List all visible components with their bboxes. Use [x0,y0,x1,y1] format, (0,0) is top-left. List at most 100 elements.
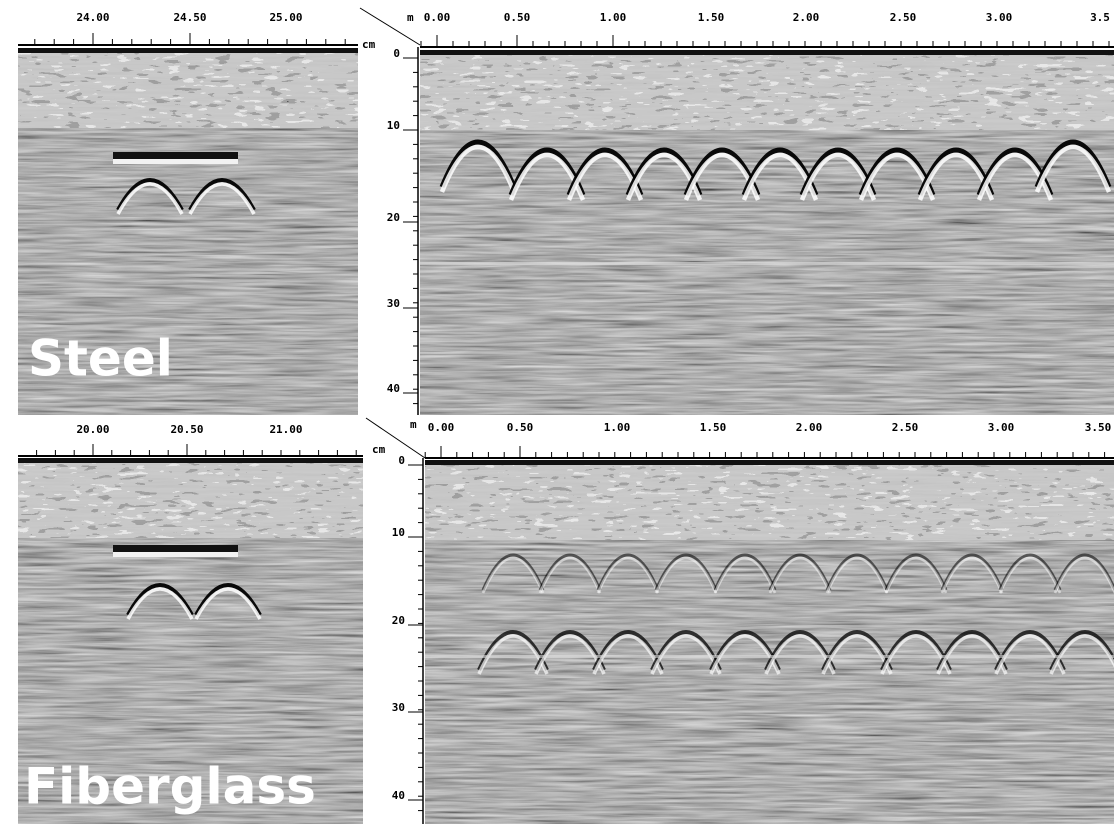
reflection-dark [439,139,517,188]
reflection-light [1053,556,1114,594]
y-tick-label: 40 [392,789,405,802]
x-tick-label: 0.50 [504,11,531,24]
y-tick-label: 40 [387,382,400,395]
reflection-light [538,556,602,594]
reflection-dark [768,553,832,591]
reflection-light [194,587,262,620]
y-tick-label: 0 [398,454,405,467]
x-tick-label: 21.00 [269,423,302,436]
x-tick-label: 2.00 [793,11,820,24]
x-tick-label: 24.00 [76,11,109,24]
radargram [18,48,358,415]
reflection-dark [825,553,889,591]
surface-line [420,50,1114,55]
reflection-dark [566,147,644,196]
reflection-light [940,556,1004,594]
reflection-dark [538,553,602,591]
reflection-dark [940,553,1004,591]
y-tick-label: 20 [387,211,400,224]
reflection-light [650,634,722,675]
reflection-light [116,182,184,215]
y-tick-label: 0 [393,47,400,60]
reflection-light [936,634,1008,675]
reflection-light [188,182,256,215]
reflection-dark [654,553,718,591]
surface-line [18,48,358,53]
x-tick-label: 3.00 [986,11,1013,24]
surface-line [18,458,363,463]
surface-line [425,460,1114,465]
reflection-light [825,556,889,594]
reflection-light [534,634,606,675]
x-tick-label: 1.50 [698,11,725,24]
reflection-light [998,556,1062,594]
unit-label: m [410,418,417,431]
unit-label: cm [372,443,386,456]
x-tick-label: 2.00 [796,421,823,434]
reflection-light [654,556,718,594]
unit-label: m [407,11,414,24]
reflection-dark [116,178,184,211]
material-label: Fiberglass [24,758,316,816]
x-tick-label: 0.00 [424,11,451,24]
x-tick-label: 3.5 [1090,11,1110,24]
reflection-dark [194,583,262,616]
rebar-top-light [113,552,238,557]
x-tick-label: 25.00 [269,11,302,24]
reflection-light [481,556,545,594]
x-tick-label: 0.50 [507,421,534,434]
reflection-dark [188,178,256,211]
x-tick-label: 20.50 [170,423,203,436]
reflection-dark [998,553,1062,591]
x-tick-label: 24.50 [173,11,206,24]
y-tick-label: 30 [387,297,400,310]
rebar-top [113,152,238,159]
reflection-dark [481,553,545,591]
x-tick-label: 0.00 [428,421,455,434]
deep-band [425,655,1114,658]
x-tick-label: 2.50 [890,11,917,24]
reflection-light [1049,634,1114,675]
reflection-light [596,556,660,594]
connector [365,417,426,459]
y-tick-label: 30 [392,701,405,714]
x-tick-label: 20.00 [76,423,109,436]
reflection-dark [917,147,995,196]
x-tick-label: 1.00 [600,11,627,24]
reflection-light [1034,145,1112,193]
reflection-dark [596,553,660,591]
radargram [18,458,363,824]
deep-band [420,262,1114,265]
surface-clutter [18,48,358,128]
surface-clutter [18,458,363,538]
connector [359,7,421,46]
reflection-light [713,556,777,594]
x-tick-label: 3.50 [1085,421,1112,434]
reflection-dark [1034,139,1112,188]
reflection-light [768,556,832,594]
reflection-light [592,634,664,675]
x-tick-label: 2.50 [892,421,919,434]
surface-clutter [425,460,1114,540]
reflection-dark [126,583,194,616]
surface-clutter [420,50,1114,130]
unit-label: cm [362,38,376,51]
x-tick-label: 1.50 [700,421,727,434]
y-tick-label: 10 [387,119,400,132]
reflection-dark [1053,553,1114,591]
y-tick-label: 20 [392,614,405,627]
x-tick-label: 1.00 [604,421,631,434]
rebar-top-light [113,159,238,164]
radargram [420,50,1114,415]
reflection-light [126,587,194,620]
reflection-light [884,556,948,594]
x-tick-label: 3.00 [988,421,1015,434]
radargram [425,460,1114,824]
reflection-light [821,634,893,675]
material-label: Steel [28,330,173,388]
reflection-dark [884,553,948,591]
reflection-dark [799,147,877,196]
rebar-top [113,545,238,552]
reflection-dark [713,553,777,591]
